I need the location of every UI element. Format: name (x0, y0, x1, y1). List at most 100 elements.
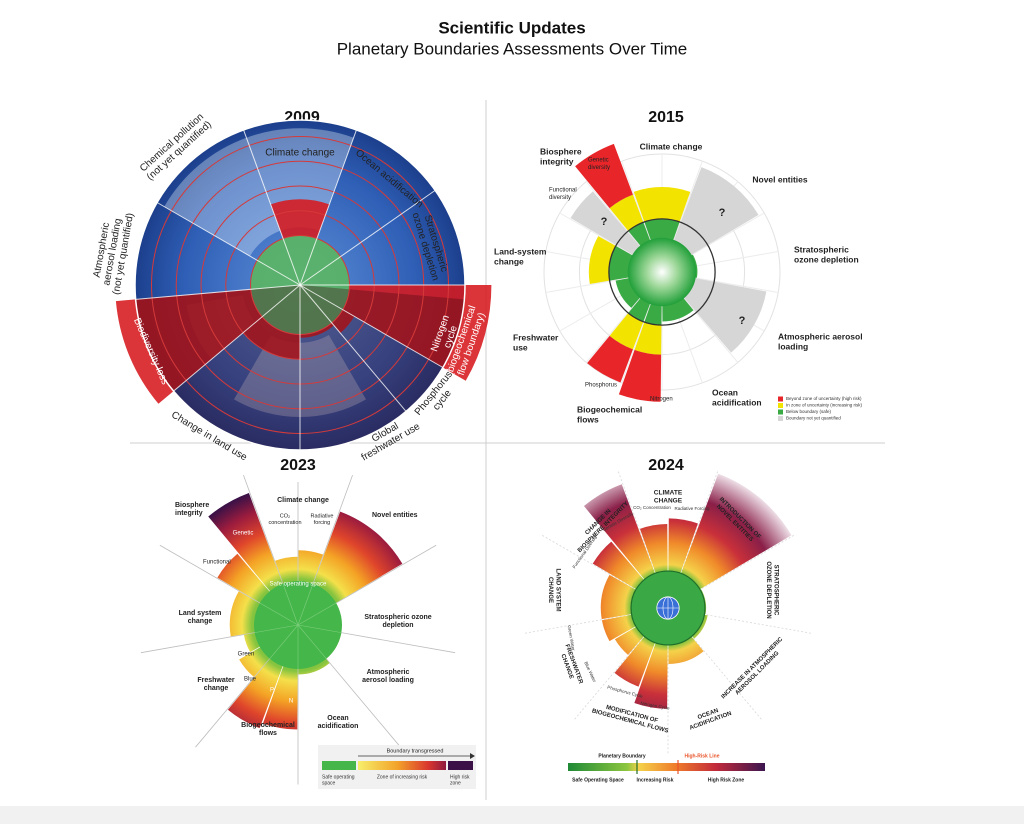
label: Blue (244, 677, 257, 683)
label: diversity (549, 195, 571, 201)
label: N (289, 699, 293, 705)
wedge (668, 473, 792, 608)
sector-line (243, 474, 284, 584)
label: Ocean (327, 715, 348, 722)
label: Nitrogen (650, 397, 673, 403)
label: loading (778, 341, 808, 351)
sector-line (299, 189, 436, 286)
legend-bar (568, 763, 765, 771)
label: Land-system (494, 246, 547, 256)
label: ? (719, 207, 726, 219)
label: ? (739, 315, 746, 327)
sector-line (135, 284, 301, 300)
label: Safe Operating Space (572, 777, 624, 783)
sector-line (297, 602, 337, 626)
sector-line (335, 544, 437, 604)
label: forcing (314, 520, 331, 526)
label: Planetary Boundary (598, 753, 645, 759)
label: integrity (175, 510, 203, 517)
sector-line (282, 583, 299, 626)
wedge (575, 143, 633, 209)
legend-swatch (778, 409, 783, 415)
sector-line (243, 129, 301, 286)
sector-line (156, 202, 301, 286)
wedge (115, 289, 263, 404)
sector-line (341, 632, 456, 654)
wedge (243, 316, 300, 360)
label: High-Risk Line (684, 753, 719, 759)
sector-line (541, 534, 635, 589)
sector-line (254, 624, 299, 633)
label: In zone of uncertainty (increasing risk) (786, 403, 863, 408)
legend-arrowhead (470, 753, 475, 759)
label: Boundary not yet quantified (786, 416, 841, 421)
wedge (633, 187, 691, 222)
label: Radiative (311, 513, 334, 519)
sector-line (173, 284, 301, 392)
year-heading: 2023 (280, 457, 316, 474)
label: depletion (382, 622, 413, 629)
wedge (634, 322, 662, 355)
label: Biogeochemical (241, 722, 295, 729)
legend-swatch (778, 396, 783, 402)
sector-line (195, 658, 271, 748)
label: Below boundary (safe) (786, 409, 832, 414)
sector-line (692, 637, 762, 720)
label: Beyond zone of uncertainty (high risk) (786, 396, 862, 401)
year-heading: 2024 (648, 457, 684, 474)
legend-swatch (778, 416, 783, 421)
label: Stratospheric ozone (364, 614, 431, 621)
sector-line (574, 637, 644, 720)
label: Ocean (712, 387, 738, 397)
label: High Risk Zone (708, 777, 745, 783)
label: Radiative Forcing (674, 506, 710, 511)
label: Genetic (588, 158, 609, 164)
label: use (513, 342, 528, 352)
year-heading: 2015 (648, 109, 684, 126)
label: Novel entities (372, 512, 418, 519)
label: diversity (588, 165, 610, 171)
footer-strip (0, 806, 1024, 824)
label: Safe operating (322, 774, 355, 780)
label: ozone depletion (794, 254, 859, 264)
label: CO₂ Concentration (633, 505, 671, 510)
label: change (494, 256, 524, 266)
label: Functional (203, 560, 231, 566)
wedge (609, 194, 644, 231)
label: Freshwater (513, 332, 559, 342)
label: Blue Water (583, 661, 597, 684)
label: Genetic (233, 531, 254, 537)
boundary (630, 570, 706, 646)
center (627, 237, 697, 307)
sector-line (681, 471, 719, 572)
wedge (588, 236, 616, 284)
label: space (322, 780, 336, 786)
label: aerosol loading (362, 677, 414, 684)
label: Freshwater (197, 677, 235, 684)
label: Atmospheric (367, 669, 410, 676)
legend-bar (358, 761, 446, 770)
label: acidification (318, 723, 359, 730)
wedge (342, 285, 492, 381)
label: change (188, 618, 213, 625)
label: Land system (179, 610, 222, 617)
label: concentration (268, 520, 301, 526)
label: Atmospheric aerosol (778, 331, 863, 341)
label: Nitrogen Cycle (640, 701, 670, 711)
label: Biosphere (175, 502, 209, 509)
label: Phosphorus (585, 383, 617, 389)
label: P (270, 688, 274, 694)
globe-line (662, 596, 674, 620)
wedge (618, 349, 662, 402)
title: Scientific Updates (438, 18, 585, 37)
wedge (331, 309, 355, 334)
sector-line (312, 474, 353, 584)
label: Zone of increasing risk (377, 774, 428, 780)
label: Green (238, 652, 255, 658)
label: Increasing Risk (637, 777, 674, 783)
sector-line (299, 284, 407, 412)
label: INCREASE IN ATMOSPHERIC (721, 636, 785, 700)
sector-line (325, 658, 401, 748)
sector-line (299, 284, 444, 368)
